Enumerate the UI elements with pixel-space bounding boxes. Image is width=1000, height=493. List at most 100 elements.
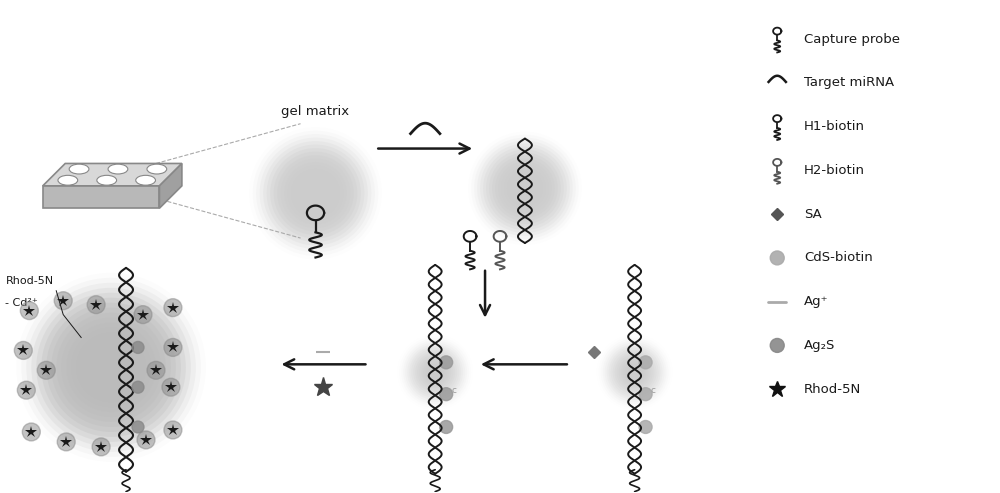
- Circle shape: [629, 366, 641, 378]
- Circle shape: [522, 185, 528, 191]
- Circle shape: [260, 138, 371, 249]
- Circle shape: [274, 151, 357, 235]
- Ellipse shape: [147, 164, 167, 174]
- Circle shape: [605, 343, 665, 402]
- Ellipse shape: [97, 176, 117, 185]
- Text: c: c: [651, 386, 656, 395]
- Circle shape: [619, 356, 651, 388]
- Circle shape: [639, 356, 652, 369]
- Circle shape: [431, 368, 439, 376]
- Text: H1-biotin: H1-biotin: [804, 120, 865, 133]
- Circle shape: [26, 283, 196, 452]
- Circle shape: [37, 361, 55, 379]
- Circle shape: [302, 179, 329, 207]
- Circle shape: [295, 173, 336, 214]
- Circle shape: [256, 134, 375, 252]
- Circle shape: [507, 171, 543, 206]
- Ellipse shape: [58, 176, 78, 185]
- Circle shape: [601, 339, 669, 406]
- Circle shape: [513, 176, 537, 200]
- Circle shape: [270, 148, 361, 239]
- Circle shape: [132, 421, 144, 433]
- Circle shape: [617, 354, 653, 390]
- Circle shape: [611, 349, 659, 396]
- Circle shape: [164, 299, 182, 317]
- Circle shape: [71, 327, 151, 407]
- Circle shape: [639, 421, 652, 433]
- Circle shape: [429, 366, 441, 378]
- Circle shape: [631, 368, 639, 376]
- Circle shape: [411, 349, 459, 396]
- Text: H2-biotin: H2-biotin: [804, 164, 865, 177]
- Circle shape: [613, 351, 657, 394]
- Circle shape: [312, 190, 319, 197]
- Circle shape: [486, 149, 564, 227]
- Circle shape: [253, 131, 378, 256]
- Circle shape: [633, 370, 637, 374]
- Circle shape: [81, 338, 141, 397]
- Circle shape: [20, 302, 38, 319]
- Circle shape: [417, 354, 453, 390]
- Circle shape: [36, 293, 186, 442]
- Circle shape: [66, 322, 156, 412]
- Circle shape: [495, 158, 555, 218]
- Circle shape: [409, 347, 461, 398]
- Circle shape: [471, 135, 579, 242]
- Circle shape: [76, 332, 146, 402]
- Circle shape: [96, 352, 126, 382]
- Circle shape: [147, 361, 165, 379]
- Circle shape: [519, 182, 531, 194]
- Circle shape: [57, 433, 75, 451]
- Circle shape: [627, 364, 643, 380]
- Circle shape: [423, 360, 447, 384]
- Text: - Cd²⁺: - Cd²⁺: [5, 298, 38, 308]
- Circle shape: [106, 362, 116, 372]
- Circle shape: [298, 176, 333, 211]
- Circle shape: [41, 298, 181, 437]
- Circle shape: [623, 360, 647, 384]
- Circle shape: [401, 339, 469, 406]
- Circle shape: [474, 138, 576, 239]
- Circle shape: [405, 343, 465, 402]
- Circle shape: [164, 421, 182, 439]
- Circle shape: [137, 431, 155, 449]
- Circle shape: [281, 158, 350, 228]
- Circle shape: [425, 362, 445, 382]
- Circle shape: [92, 438, 110, 456]
- Circle shape: [291, 169, 340, 218]
- Circle shape: [483, 146, 567, 230]
- Text: CdS-biotin: CdS-biotin: [804, 251, 873, 264]
- Polygon shape: [159, 164, 182, 208]
- Text: gel matrix: gel matrix: [281, 106, 350, 118]
- Text: Rhod-5N: Rhod-5N: [5, 276, 54, 286]
- Text: Ag₂S: Ag₂S: [804, 339, 836, 352]
- Circle shape: [132, 381, 144, 393]
- Ellipse shape: [136, 176, 155, 185]
- Circle shape: [770, 339, 784, 352]
- Circle shape: [501, 165, 549, 212]
- Circle shape: [134, 306, 152, 323]
- Circle shape: [433, 370, 437, 374]
- Circle shape: [440, 356, 453, 369]
- Text: Capture probe: Capture probe: [804, 33, 900, 46]
- Polygon shape: [43, 186, 159, 208]
- Text: Rhod-5N: Rhod-5N: [804, 383, 861, 396]
- Circle shape: [615, 352, 655, 392]
- Circle shape: [54, 292, 72, 310]
- Circle shape: [440, 387, 453, 401]
- Circle shape: [22, 423, 40, 441]
- Ellipse shape: [108, 164, 128, 174]
- Circle shape: [489, 152, 561, 224]
- Circle shape: [639, 387, 652, 401]
- Circle shape: [31, 288, 191, 447]
- Circle shape: [309, 186, 322, 200]
- Circle shape: [267, 144, 364, 242]
- Text: c: c: [451, 386, 456, 395]
- Circle shape: [504, 168, 546, 209]
- Circle shape: [480, 143, 570, 233]
- Circle shape: [477, 141, 573, 236]
- Circle shape: [770, 251, 784, 265]
- Circle shape: [305, 183, 326, 204]
- Circle shape: [164, 339, 182, 356]
- Circle shape: [61, 317, 161, 417]
